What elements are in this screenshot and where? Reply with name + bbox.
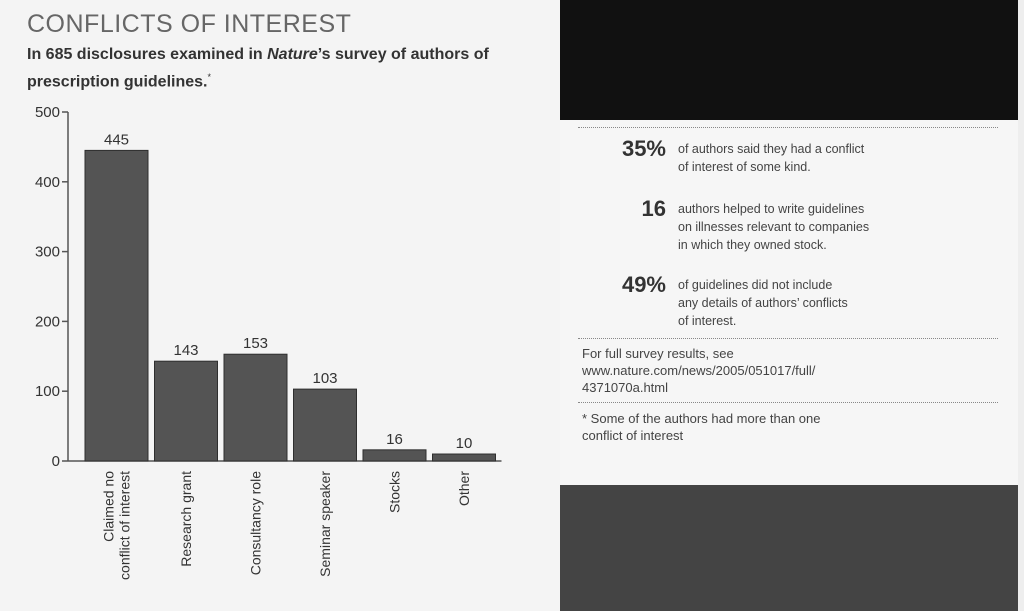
stat-text-line: of interest. [678, 314, 737, 328]
bar-value-label: 103 [312, 370, 337, 387]
footnote-line: * Some of the authors had more than one [582, 411, 821, 426]
divider-bottom [578, 402, 998, 403]
category-label: Claimed no [101, 471, 117, 542]
footnote: * Some of the authors had more than one … [582, 410, 1002, 444]
chart-subtitle: In 685 disclosures examined in Nature’s … [27, 44, 527, 93]
divider-middle [578, 338, 998, 339]
stat-text-line: of authors said they had a conflict [678, 142, 865, 156]
category-label: Seminar speaker [317, 471, 333, 577]
source-url-line: www.nature.com/news/2005/051017/full/ [582, 363, 816, 378]
bar-value-label: 153 [243, 335, 268, 352]
subtitle-text-end: ’s survey of authors of prescription gui… [27, 46, 489, 91]
bar [293, 388, 357, 462]
subtitle-journal-name: Nature [267, 46, 318, 63]
bar [362, 449, 427, 462]
chart-title: CONFLICTS OF INTEREST [27, 10, 352, 38]
bar-value-label: 445 [104, 131, 129, 148]
y-tick-label: 300 [35, 244, 60, 261]
dark-band [560, 485, 1018, 611]
bar [223, 353, 288, 462]
category-label: Stocks [387, 471, 403, 513]
y-tick-label: 0 [52, 453, 60, 470]
subtitle-text-start: In 685 disclosures examined in [27, 46, 268, 63]
footnote-marker: * [207, 72, 211, 82]
panel-edge [1018, 0, 1024, 611]
y-tick-label: 200 [35, 313, 60, 330]
category-label: Consultancy role [248, 471, 264, 575]
stat-number: 49% [621, 272, 666, 297]
y-tick-label: 500 [35, 104, 60, 121]
facts-panel: 35% of authors said they had a conflict … [560, 0, 1024, 611]
bar [84, 149, 149, 462]
bar-value-label: 10 [456, 435, 473, 452]
chart-panel: CONFLICTS OF INTEREST In 685 disclosures… [27, 10, 527, 580]
bar-value-label: 16 [386, 431, 403, 448]
source-url-line: 4371070a.html [582, 380, 669, 395]
footnote-line: conflict of interest [582, 428, 684, 443]
stat-text-line: of interest of some kind. [678, 160, 811, 174]
stat-text-line: of guidelines did not include [678, 278, 833, 292]
divider-top [578, 127, 998, 128]
stat-text-line: authors helped to write guidelines [678, 202, 865, 216]
stat-text: of guidelines did not include any detail… [678, 276, 978, 330]
stat-text-line: in which they owned stock. [678, 238, 827, 252]
source-note: For full survey results, see www.nature.… [582, 345, 1002, 396]
bar [432, 453, 496, 462]
category-label: Other [456, 471, 472, 506]
y-tick-label: 400 [35, 174, 60, 191]
stat-number: 35% [621, 136, 666, 161]
stat-number: 16 [641, 196, 666, 221]
stat-text-line: any details of authors’ conflicts [678, 296, 848, 310]
bar [154, 360, 218, 462]
bar-value-label: 143 [173, 342, 198, 359]
black-band [560, 0, 1018, 120]
category-label: conflict of interest [117, 471, 133, 580]
stat-text: of authors said they had a conflict of i… [678, 140, 978, 176]
stat-text: authors helped to write guidelines on il… [678, 200, 978, 254]
bar-chart: 0 100 200 300 400 500 445 Claimed no conflict of… [35, 104, 502, 580]
category-label: Research grant [178, 471, 194, 567]
source-line: For full survey results, see [582, 346, 734, 361]
stat-text-line: on illnesses relevant to companies [678, 220, 870, 234]
y-tick-label: 100 [35, 383, 60, 400]
